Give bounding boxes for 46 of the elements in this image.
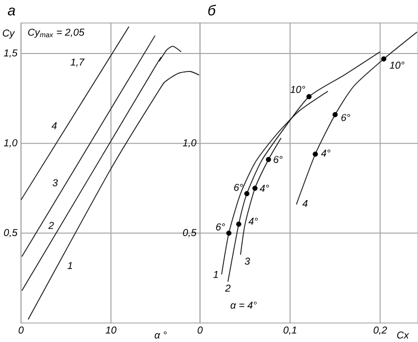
line-series	[21, 46, 182, 292]
x-axis-title: α °	[154, 332, 167, 339]
point	[266, 156, 272, 162]
series-label: 1	[213, 271, 218, 278]
y-tick-label: 1,0	[4, 139, 18, 148]
annotation: 6°	[216, 223, 225, 230]
annotation: α = 4°	[230, 302, 257, 309]
point	[332, 112, 338, 118]
y-tick-label: 1,0	[182, 139, 196, 148]
annotation: 4°	[260, 184, 269, 192]
annotation: Cy$_{max}$ = 2,05	[28, 28, 84, 38]
y-axis-title: Cy	[2, 30, 15, 39]
annotation: 4°	[248, 218, 258, 225]
y-tick-label: 0,5	[4, 229, 18, 238]
annotation: 4°	[321, 150, 330, 157]
point	[236, 222, 242, 227]
x-axis-title: Cx	[397, 332, 410, 339]
point	[381, 56, 386, 62]
x-tick-label: 0,1	[284, 326, 296, 335]
series-label: 2	[48, 222, 54, 229]
point	[252, 186, 258, 191]
x-tick-label: 10	[106, 326, 116, 334]
point	[244, 191, 250, 196]
annotation: 10°	[290, 86, 306, 93]
annotation: 6°	[234, 184, 243, 191]
point	[226, 230, 232, 236]
annotation: 10°	[390, 62, 404, 69]
x-tick-label: 0	[18, 326, 24, 334]
series-label: 2	[225, 284, 231, 292]
series-label: 1	[68, 262, 72, 270]
y-tick-label: 1,5	[4, 49, 18, 58]
x-tick-label: 0	[198, 326, 203, 334]
line-series	[28, 71, 200, 320]
point	[306, 94, 312, 100]
chart-title: a	[8, 8, 16, 16]
y-tick-label: 0,5	[183, 229, 196, 238]
series-label: 3	[52, 179, 58, 186]
x-tick-label: 0,2	[374, 326, 387, 335]
point	[312, 152, 318, 157]
chart-title: б	[208, 4, 216, 16]
series-label: 4	[52, 122, 57, 130]
annotation: 1,7	[70, 58, 85, 67]
series-label: 3	[244, 258, 250, 265]
annotation: 6°	[341, 114, 350, 122]
series-label: 4	[302, 200, 308, 207]
annotation: 6°	[274, 156, 282, 164]
